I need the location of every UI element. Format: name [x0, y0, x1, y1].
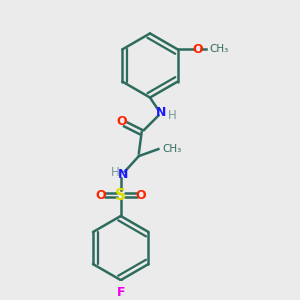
Text: CH₃: CH₃: [163, 144, 182, 154]
Text: O: O: [136, 189, 146, 202]
Text: CH₃: CH₃: [210, 44, 229, 55]
Text: O: O: [117, 115, 128, 128]
Text: F: F: [116, 286, 125, 299]
Text: O: O: [192, 43, 202, 56]
Text: S: S: [115, 188, 126, 202]
Text: N: N: [156, 106, 166, 119]
Text: O: O: [95, 189, 106, 202]
Text: N: N: [118, 168, 129, 181]
Text: H: H: [111, 166, 120, 179]
Text: H: H: [168, 109, 177, 122]
